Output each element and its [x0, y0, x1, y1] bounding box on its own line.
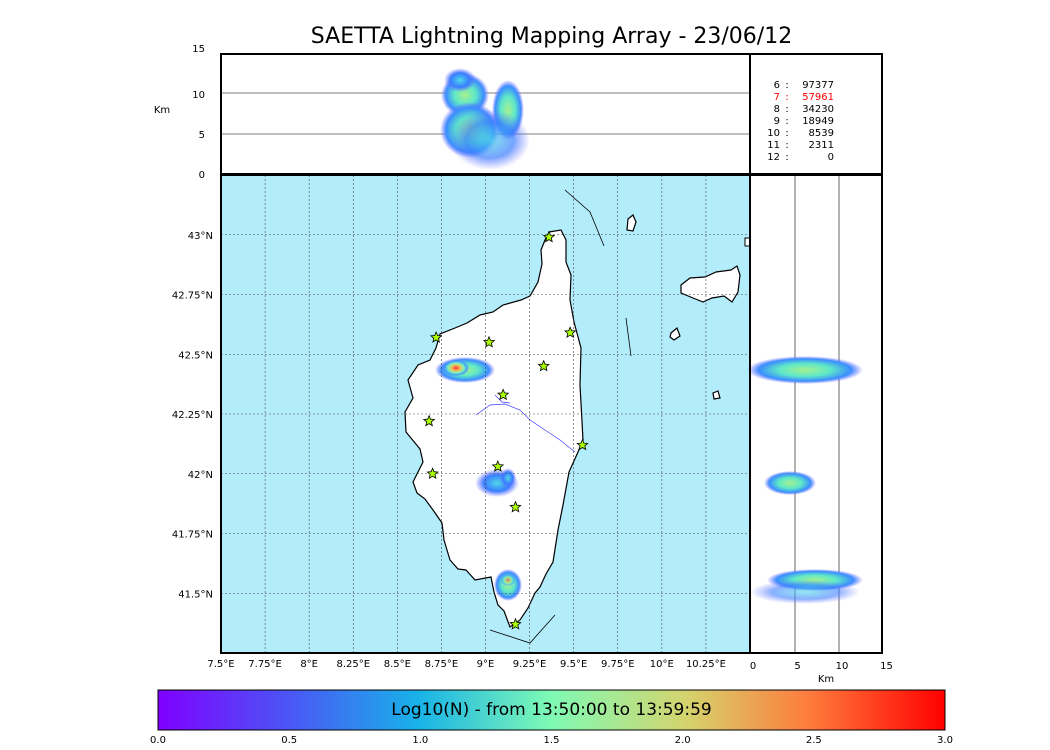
profile-tick-label: 15: [880, 661, 893, 672]
station-marker: [576, 438, 589, 451]
profile-tick-label: 5: [794, 661, 800, 672]
station-marker: [496, 388, 510, 401]
lat-tick-label: 42.75°N: [172, 291, 213, 302]
stats-value: 97377: [802, 80, 834, 91]
stats-value: 0: [827, 152, 834, 163]
station-marker: [429, 330, 443, 343]
lon-tick-label: 8.5°E: [384, 659, 411, 670]
altitude-unit-label: Km: [154, 105, 170, 116]
stats-separator: :: [785, 140, 789, 151]
stats-value: 2311: [808, 140, 834, 151]
station-marker: [542, 230, 556, 243]
stats-row: 8: 34230: [760, 104, 835, 116]
lon-tick-label: 7.75°E: [248, 659, 282, 670]
stats-label: 12: [767, 152, 780, 163]
stats-label: 9: [773, 116, 780, 127]
stats-row: 6: 97377: [760, 80, 835, 92]
stats-value: 57961: [802, 92, 834, 103]
stats-row: 9: 18949: [760, 116, 835, 128]
stats-label: 7: [773, 92, 780, 103]
lat-tick-label: 42.25°N: [172, 410, 213, 421]
station-marker: [509, 500, 522, 513]
altitude-tick-label: 5: [199, 130, 205, 141]
stats-label: 8: [773, 104, 780, 115]
stats-separator: :: [785, 116, 789, 127]
stats-separator: :: [785, 92, 789, 103]
lat-tick-label: 41.5°N: [178, 589, 213, 600]
lon-tick-label: 10.25°E: [686, 659, 726, 670]
lon-tick-label: 9.25°E: [513, 659, 547, 670]
station-marker: [537, 359, 550, 372]
station-marker: [563, 326, 577, 339]
profile-tick-label: 10: [836, 661, 849, 672]
stats-separator: :: [785, 80, 789, 91]
stats-separator: :: [785, 128, 789, 139]
altitude-tick-label: 15: [192, 44, 205, 55]
lon-tick-label: 10°E: [650, 659, 674, 670]
longitudinal-profile-panel: 0 5 10 15 Km: [747, 174, 893, 685]
colorbar-title: Log10(N) - from 13:50:00 to 13:59:59: [391, 700, 712, 720]
lon-tick-label: 9.5°E: [560, 659, 587, 670]
lat-tick-label: 42.5°N: [178, 350, 213, 361]
altitude-lightning-density: [440, 68, 530, 170]
elba-island: [680, 265, 741, 303]
colorbar-tick-label: 3.0: [937, 735, 953, 746]
lat-tick-label: 43°N: [188, 231, 213, 242]
colorbar-tick-label: 2.5: [806, 735, 822, 746]
station-marker: [482, 335, 496, 348]
stats-value: 18949: [802, 116, 834, 127]
stats-row: 10: 8539: [760, 128, 835, 140]
stats-label: 10: [767, 128, 780, 139]
stats-value: 8539: [808, 128, 834, 139]
station-marker: [509, 617, 522, 630]
stats-row: 7: 57961: [760, 92, 835, 104]
station-marker: [426, 467, 439, 480]
station-marker: [422, 414, 436, 427]
lon-tick-label: 8.25°E: [336, 659, 370, 670]
colorbar-tick-label: 0.0: [150, 735, 166, 746]
station-marker: [491, 460, 505, 472]
profile-tick-label: 0: [750, 661, 756, 672]
stats-separator: :: [785, 152, 789, 163]
lon-tick-label: 8°E: [300, 659, 318, 670]
profile-unit-label: Km: [818, 674, 834, 685]
montecristo-island: [712, 390, 721, 400]
map-panel: 7.5°E 7.75°E 8°E 8.25°E 8.5°E 8.75°E 9°E 9.25°E…: [172, 174, 751, 670]
gorgona-island: [744, 237, 750, 247]
stats-label: 6: [773, 80, 780, 91]
altitude-panel: 15 10 5 0 Km: [154, 44, 751, 181]
stats-row: 12: 0: [760, 152, 835, 164]
pianosa-island: [669, 326, 681, 341]
lon-tick-label: 9.75°E: [601, 659, 635, 670]
page-title: SAETTA Lightning Mapping Array - 23/06/1…: [310, 24, 793, 49]
colorbar: 0.0 0.5 1.0 1.5 2.0 2.5 3.0: [150, 689, 953, 746]
colorbar-tick-label: 1.0: [412, 735, 428, 746]
stats-separator: :: [785, 104, 789, 115]
stats-value: 34230: [802, 104, 834, 115]
lat-tick-label: 42°N: [188, 470, 213, 481]
colorbar-tick-label: 0.5: [281, 735, 297, 746]
capraia-island: [626, 214, 637, 232]
profile-lightning-density: [747, 356, 863, 604]
stats-label: 11: [767, 140, 780, 151]
river: [475, 403, 576, 453]
colorbar-tick-label: 1.5: [544, 735, 560, 746]
altitude-tick-label: 0: [199, 170, 205, 181]
lat-tick-label: 41.75°N: [172, 530, 213, 541]
stats-row: 11: 2311: [760, 140, 835, 152]
colorbar-tick-label: 2.0: [675, 735, 691, 746]
lon-tick-label: 8.75°E: [425, 659, 459, 670]
lon-tick-label: 7.5°E: [207, 659, 234, 670]
lon-tick-label: 9°E: [477, 659, 495, 670]
altitude-tick-label: 10: [192, 90, 205, 101]
